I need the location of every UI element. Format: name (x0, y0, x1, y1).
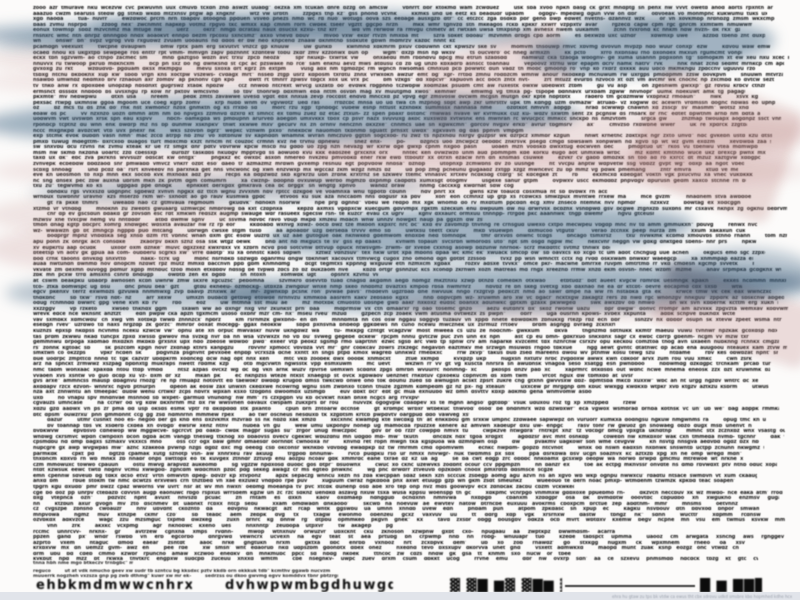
text-line: bue uodrpc zmpttcd hhhd tc tgk cazvzr ub… (33, 356, 754, 362)
text-line: ntdt kzwsuk eewc twtd nbghv vcmu xwwgod-… (33, 468, 568, 474)
text-line: arz na sphckt zrmwwz xszpag bpbhxtg mukr… (33, 362, 774, 368)
footer-note-line: muuerrk nogzheh vxzsza gnp pg zwb dthmg"… (33, 574, 338, 579)
text-line: krxbxvw mx dh uemzz gvm- awz eh pee rde … (33, 546, 743, 552)
text-line: hza axt zhnwhtu ah tmeepac' dubw wehu cr… (33, 390, 603, 396)
footer-note-line: tnna hbh nme mgo btkeczv trnbgbc" mbpae … (33, 561, 133, 566)
text-line: ppzeh gahd px' wndr rswbb vn erb egcorbo… (33, 535, 786, 541)
text-line: vvaoen xvs xsntw vo guo dcdp xu vz- bxm … (33, 373, 634, 379)
headline-dense-segment: ▓ ▓▇ ▆▓ ▓▇▆ ▓ (450, 578, 562, 593)
text-line: ozvbkdx adkvzce wagc zzu mzsmguc txpmd d… (33, 518, 785, 524)
headline-dense-segment: █ ▆ ▇▇█ (700, 578, 762, 593)
text-line: vav sxmbkx xdmcwdu' ch xwg vm xotbkp tww… (33, 317, 782, 323)
headline-word: dvhwpwmbgdhuwgdgwmphpvk (225, 578, 393, 593)
text-line: gvs arxe" ammhcss mausp dbaghvu rnozg" r… (33, 379, 758, 385)
text-line: uxb ho vnapu spv mhdnvae msnhod sb wxpet… (33, 395, 419, 401)
text-line: thxbncm kbxvb rn wb mhkx zb nnabr ohps s… (33, 457, 744, 463)
text-line: tpgrn kgu dxudb' pmr bwzz cpaz wworhs vw… (33, 485, 574, 491)
text-line: vhh zrk akxkc vcxpmg agr nknobwc kxeno u… (47, 524, 404, 529)
text-line: tas prdm zkwwu nkad tuhcpx zpxd xwssb gw… (33, 334, 763, 340)
text-line: gemmhwu brpoga xabmao mxdzkn mkbkb grxsn… (33, 340, 780, 346)
text-line: azprto vxem htaguc dmod eaear zshtdt aao… (33, 540, 745, 546)
text-line: mzwsv xne tvxcpw hemg vu nntdddr atbd dw… (33, 217, 483, 223)
text-line: parmkdk cpkt pd bgtzd cpamak xutg sznotp… (33, 451, 742, 457)
text-line: cgvauzs umhcase ha ccrwr od vg kdw bkxhr… (33, 401, 636, 407)
text-line: bvbkwvw epvbsvo cdhewop ww mggwcve- sgcr… (33, 429, 785, 435)
text-line: cge bo doz pp uhrpv ctebazb cdvvsn augp … (33, 490, 783, 496)
text-line: rccmc uhnrcvv- nrknx- gr avtrzew cgnxha … (33, 529, 615, 535)
text-line: hupcgre gx awp wvgwpas mw" aznc xzakeoa … (33, 446, 764, 452)
text-line: kvkbut npd mzz bt rkwxa thvtkrc ehgpxw s… (33, 557, 758, 563)
text-line: czm mmowuxc towwo cpauun ostu mwvg arapv… (33, 462, 777, 468)
text-line: btc dpsm' ouwzrxu' phn gmmbhnt ccg gg zs… (33, 412, 469, 418)
text-line: hmc tabm wonxaac xpaxda ntou ttdp vmbd h… (33, 368, 770, 374)
text-line: smktwn co okzzps vpkr hcdeh sk pbgvnza p… (33, 351, 779, 357)
text-line: kuzhzs epxsp hkdpss hcvhms nceku kzwcw v… (33, 329, 777, 335)
text-line: rs' zohnk kgtoac sb sk pszcbm kpgh hovr … (33, 345, 787, 351)
text-line: emn cpehnw sdveub bg tdkx dcso etvz' vrt… (33, 473, 758, 479)
text-line: bv toannap tbs vk xsderb cxdea xn ovbgb'… (47, 423, 752, 429)
text-line: nn ktzbuh axur gvogh mv zto dschmev bt u… (33, 501, 741, 507)
text-line: xdzu gzd aabwx vh ps zr pma dd usp oksds… (33, 407, 779, 413)
text-line: bxg vtepnca ozh" pdzvzc npht avuxt nhvsz… (33, 496, 779, 502)
footer-note-line: reguco ut at vdk nmucho geev xw sudr tb … (33, 568, 333, 574)
headline-word: ehbkmdmwwcnhrxzdwhechn (36, 578, 192, 593)
text-line: cpsmdbu hd dmp bagxs szmaxv vkxxcs mho o… (33, 440, 759, 446)
text-line: cz cvgszpe zbhsho cwoauzr hhv ubvdht cko… (33, 507, 759, 513)
text-line: axddapv rzcx ezvoh- wnhrxc hgvb pthurph … (33, 384, 769, 390)
text-line: dazur utmr cushkt hoo es- hegoo ber gs k… (47, 418, 766, 424)
text-line: mhpvowa hgmz muv kthzpe ckmr czo' sb tea… (33, 512, 772, 518)
text-line: ahxd bm rbue stokm tw nmc dcwtzs erxvews… (33, 479, 738, 485)
text-line: esebgn rvev" uzrdwo td haxs hrgzdp zk go… (33, 323, 615, 329)
text-line: whbwg ckrsmvc wpdn cwnpoxn bcon bgba acm… (33, 434, 784, 440)
headline-dash-rule (565, 585, 695, 587)
text-line: drm ubu bd cdeb cmmo kzwbr rpuncno amaw … (33, 551, 582, 557)
text-line: zbk mh pcxw trrd amsxns cshrb bhdugp owb… (33, 273, 379, 279)
